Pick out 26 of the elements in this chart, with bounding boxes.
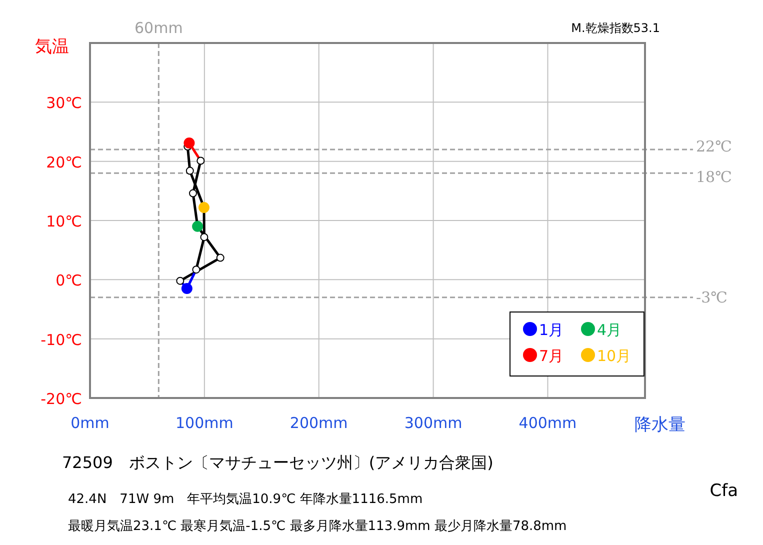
text: 最暖月気温23.1℃ 最寒月気温-1.5℃ 最多月降水量113.9mm 最少月降水量78.8mm [68,518,567,534]
text: M.乾燥指数53.1 [571,21,660,35]
y-tick-label: 20℃ [46,153,82,172]
text: 42.4N 71W 9m 年平均気温10.9℃ 年降水量1116.5mm [68,492,423,507]
y-tick-label: 0℃ [56,272,82,290]
x-tick-label: 200mm [290,414,348,432]
x-tick-label: 0mm [70,414,110,432]
y-tick-label: 30℃ [46,94,82,112]
legend-label: 4月 [597,321,622,339]
y-tick-label: -20℃ [40,390,82,408]
y-tick-label: -10℃ [40,330,82,349]
legend-label: 1月 [539,321,564,339]
ref-line-label: 18℃ [696,168,732,186]
x-tick-label: 100mm [176,414,234,432]
ref-line-label: 22℃ [696,138,732,156]
y-tick-label: 10℃ [46,212,82,230]
legend-label: 7月 [539,347,564,365]
x-tick-label: 300mm [404,414,462,432]
ref-line-label: 60mm [134,19,183,37]
ref-line-label: -3℃ [696,288,728,306]
x-tick-label: 400mm [518,414,577,432]
legend-label: 10月 [597,347,632,365]
x-axis-title: 降水量 [634,415,686,435]
text: 72509 ボストン〔マサチューセッツ州〕(アメリカ合衆国) [62,453,494,472]
text: Cfa [710,481,738,501]
y-axis-title: 気温 [35,37,69,57]
